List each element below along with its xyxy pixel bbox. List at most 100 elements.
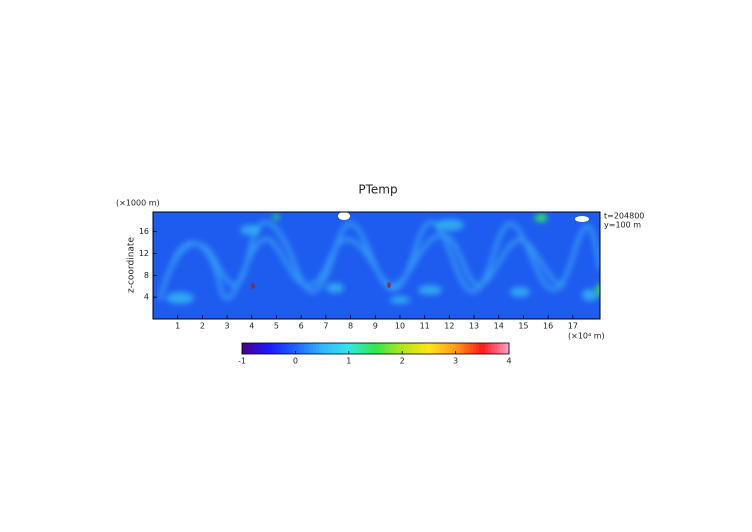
field-peak (575, 216, 589, 222)
colorbar-cell (339, 343, 344, 354)
colorbar-cell (304, 343, 308, 354)
colorbar-cell (271, 343, 276, 354)
colorbar-cell (262, 343, 267, 354)
colorbar-cell (449, 343, 454, 354)
colorbar-tick-label: 4 (506, 357, 511, 366)
x-tick-label: 11 (420, 322, 430, 331)
colorbar-cell (316, 343, 320, 354)
colorbar-cell (476, 343, 480, 354)
colorbar-tick-label: 3 (453, 357, 458, 366)
colorbar-cell (244, 343, 249, 354)
colorbar-cell (425, 343, 430, 354)
colorbar-cell (372, 343, 376, 354)
chart-title: PTemp (358, 183, 397, 197)
colorbar-cell (256, 343, 261, 354)
y-unit: (×1000 m) (116, 199, 160, 208)
colorbar-cell (479, 343, 483, 354)
colorbar-cell (322, 343, 326, 354)
colorbar-cell (503, 343, 507, 354)
x-tick-label: 14 (494, 322, 504, 331)
colorbar-cell (375, 343, 379, 354)
colorbar-cell (333, 343, 338, 354)
colorbar-cell (399, 343, 403, 354)
colorbar-cell (336, 343, 341, 354)
x-tick-label: 16 (543, 322, 553, 331)
colorbar-cell (292, 343, 296, 354)
colorbar-frame (241, 342, 510, 355)
colorbar-cell (298, 343, 302, 354)
colorbar-cell (458, 343, 462, 354)
field-hotspots (273, 214, 600, 296)
colorbar-cell (482, 343, 486, 354)
x-tick-label: 2 (200, 322, 205, 331)
colorbar-cell (265, 343, 270, 354)
x-tick-label: 1 (175, 322, 180, 331)
colorbar-tick-label: 1 (346, 357, 351, 366)
x-tick-label: 4 (249, 322, 254, 331)
colorbar-cell (455, 343, 459, 354)
colorbar-cell (405, 343, 409, 354)
colorbar-cell (354, 343, 359, 354)
colorbar-cell (443, 343, 448, 354)
colorbar-cell (485, 343, 489, 354)
colorbar-cell (440, 343, 445, 354)
colorbar-tick-label: 2 (400, 357, 405, 366)
colorbar-cell (420, 343, 424, 354)
colorbar-cell (446, 343, 451, 354)
x-tick-label: 10 (395, 322, 405, 331)
colorbar-cell (497, 343, 501, 354)
field-lows (251, 282, 391, 289)
x-tick-label: 3 (225, 322, 230, 331)
y-axis-title: z-coordinate (127, 237, 137, 293)
colorbar-cell (408, 343, 412, 354)
colorbar-cell (414, 343, 418, 354)
colorbar-cell (250, 343, 255, 354)
colorbar-cell (461, 343, 465, 354)
y-tick-label: 12 (139, 249, 149, 258)
colorbar-tick-label: 0 (293, 357, 298, 366)
colorbar-cell (363, 343, 367, 354)
colorbar-cell (437, 343, 442, 354)
colorbar-cell (434, 343, 439, 354)
colorbar-cell (381, 343, 385, 354)
colorbar-cell (402, 343, 406, 354)
colorbar-cell (280, 343, 284, 354)
colorbar-cell (411, 343, 415, 354)
colorbar-cell (313, 343, 317, 354)
field-blobs (166, 219, 598, 304)
field (153, 212, 600, 319)
colorbar-cell (470, 343, 474, 354)
x-tick-label: 6 (299, 322, 304, 331)
annotation: y=100 m (604, 221, 641, 230)
y-tick-label: 16 (139, 227, 149, 236)
colorbar-cell (378, 343, 382, 354)
colorbar-cell (393, 343, 397, 354)
colorbar-cell (357, 343, 362, 354)
x-tick-label: 12 (444, 322, 454, 331)
colorbar-cell (452, 343, 456, 354)
colorbar-cell (307, 343, 311, 354)
colorbar-cell (342, 343, 347, 354)
field-peak (338, 212, 350, 220)
colorbar-cell (259, 343, 264, 354)
colorbar-cell (506, 343, 510, 354)
colorbar-cell (384, 343, 388, 354)
colorbar-cell (396, 343, 400, 354)
colorbar-cell (301, 343, 305, 354)
colorbar-cell (422, 343, 427, 354)
colorbar-cell (331, 343, 335, 354)
colorbar-cell (242, 343, 246, 354)
plot-frame (152, 211, 601, 320)
colorbar-tick-label: -1 (238, 357, 246, 366)
annotation: t=204800 (604, 212, 644, 221)
colorbar-cell (390, 343, 394, 354)
x-tick-label: 15 (518, 322, 528, 331)
x-tick-label: 7 (323, 322, 328, 331)
x-tick-label: 9 (373, 322, 378, 331)
colorbar-cell (494, 343, 498, 354)
colorbar-cell (428, 343, 433, 354)
colorbar-cell (467, 343, 471, 354)
colorbar-cell (247, 343, 252, 354)
colorbar-cell (417, 343, 421, 354)
